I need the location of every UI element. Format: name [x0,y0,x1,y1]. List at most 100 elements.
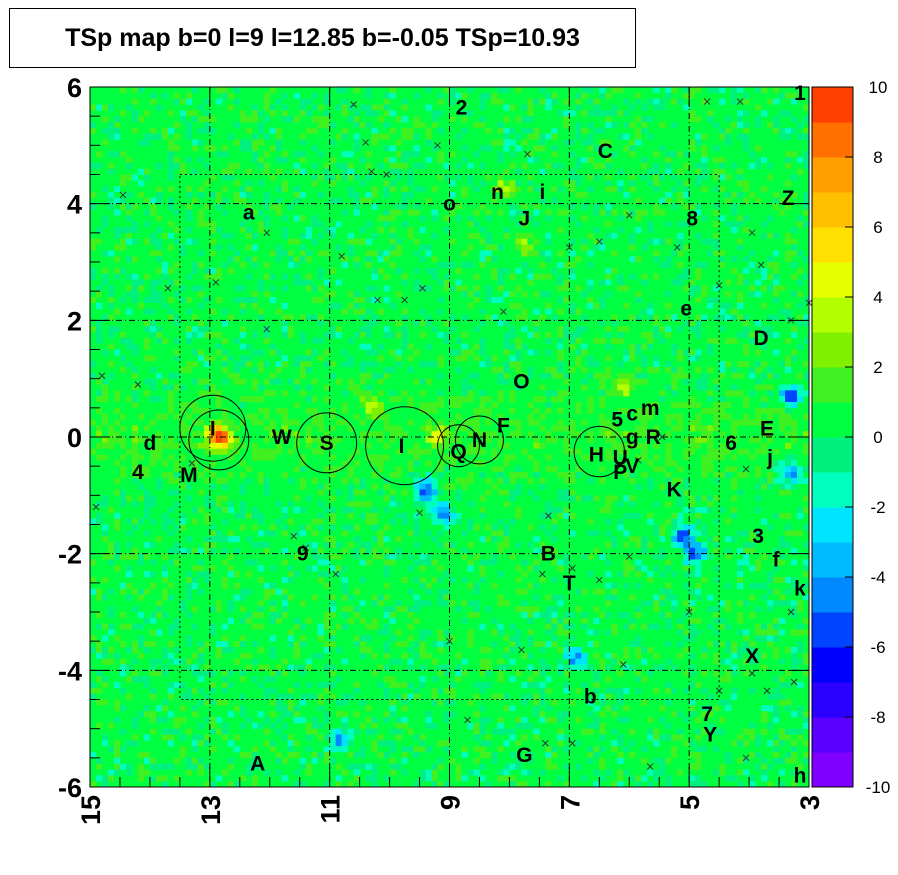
heatmap-cell [203,612,211,619]
heatmap-cell [491,302,498,309]
heatmap-cell [173,466,181,473]
heatmap-cell [269,431,277,438]
heatmap-cell [317,507,324,514]
heatmap-cell [275,670,283,677]
heatmap-cell [329,332,336,339]
heatmap-cell [479,472,486,479]
heatmap-cell [227,454,235,461]
heatmap-cell [191,197,199,204]
heatmap-cell [185,757,193,764]
heatmap-cell [539,752,546,759]
heatmap-cell [125,273,133,280]
heatmap-cell [563,442,570,449]
heatmap-cell [425,127,432,134]
heatmap-cell [437,337,444,344]
heatmap-cell [383,647,390,654]
heatmap-cell [491,466,498,473]
heatmap-cell [299,530,306,537]
heatmap-cell [305,664,312,671]
heatmap-cell [467,722,474,729]
heatmap-cell [521,203,528,210]
heatmap-cell [473,623,480,630]
heatmap-cell [545,378,552,385]
heatmap-cell [269,419,277,426]
heatmap-cell [449,647,456,654]
heatmap-cell [197,337,205,344]
heatmap-cell [539,693,546,700]
heatmap-cell [299,151,306,158]
heatmap-cell [119,652,127,659]
heatmap-cell [437,577,444,584]
heatmap-cell [221,728,229,735]
heatmap-cell [137,582,145,589]
heatmap-cell [95,641,103,648]
heatmap-cell [485,507,492,514]
heatmap-cell [143,139,151,146]
heatmap-cell [137,197,145,204]
heatmap-cell [377,133,384,140]
heatmap-cell [539,425,546,432]
heatmap-cell [539,215,546,222]
heatmap-cell [383,98,390,105]
heatmap-cell [473,232,480,239]
heatmap-cell [131,623,139,630]
heatmap-cell [281,437,289,444]
heatmap-cell [251,512,259,519]
heatmap-cell [137,507,145,514]
heatmap-cell [245,769,253,776]
heatmap-cell [311,757,318,764]
heatmap-cell [137,658,145,665]
heatmap-cell [263,133,271,140]
heatmap-cell [281,273,289,280]
heatmap-cell [359,372,366,379]
heatmap-cell [539,658,546,665]
heatmap-cell [167,297,175,304]
heatmap-cell [329,565,336,572]
heatmap-cell [125,547,133,554]
heatmap-cell [275,133,283,140]
heatmap-cell [365,553,372,560]
heatmap-cell [209,524,217,531]
heatmap-cell [347,162,354,169]
heatmap-cell [299,623,306,630]
heatmap-cell [353,711,360,718]
heatmap-cell [317,676,324,683]
heatmap-cell [359,600,366,607]
heatmap-cell [215,530,223,537]
heatmap-cell [431,629,438,636]
heatmap-cell [119,203,127,210]
heatmap-cell [389,396,396,403]
heatmap-cell [383,536,390,543]
heatmap-cell [323,757,330,764]
heatmap-cell [209,728,217,735]
heatmap-cell [221,419,229,426]
heatmap-cell [467,162,474,169]
heatmap-cell [149,676,157,683]
heatmap-cell [113,349,121,356]
heatmap-cell [119,413,127,420]
heatmap-cell [305,454,312,461]
heatmap-cell [341,658,348,665]
heatmap-cell [185,425,193,432]
heatmap-cell [323,372,330,379]
heatmap-cell [473,752,480,759]
heatmap-cell [515,355,522,362]
heatmap-cell [443,559,450,566]
heatmap-cell [263,431,271,438]
heatmap-cell [90,262,97,269]
heatmap-cell [251,227,259,234]
heatmap-cell [365,92,372,99]
heatmap-cell [353,547,360,554]
heatmap-cell [419,728,426,735]
heatmap-cell [485,664,492,671]
heatmap-cell [497,652,504,659]
heatmap-cell [425,197,432,204]
heatmap-cell [551,390,558,397]
heatmap-cell [455,682,462,689]
heatmap-cell [413,693,420,700]
heatmap-cell [281,594,289,601]
heatmap-cell [233,687,241,694]
heatmap-cell [233,192,241,199]
heatmap-cell [197,343,205,350]
